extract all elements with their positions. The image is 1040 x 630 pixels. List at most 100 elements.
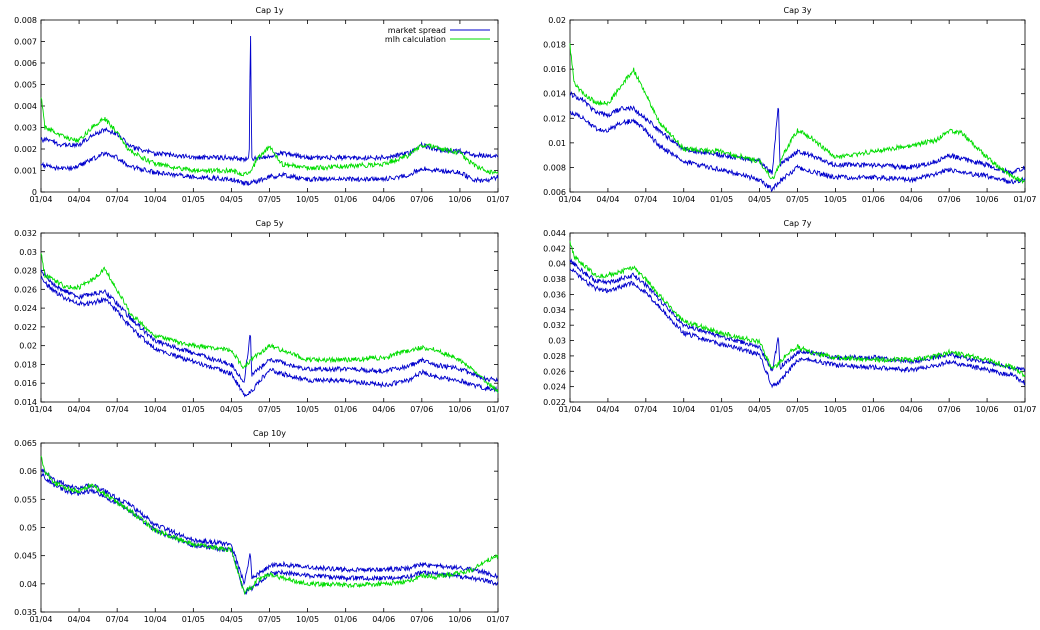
legend-label: mlh calculation bbox=[385, 35, 446, 44]
x-tick-label: 04/06 bbox=[900, 195, 923, 204]
x-tick-label: 07/06 bbox=[410, 195, 433, 204]
x-tick-label: 04/05 bbox=[748, 195, 771, 204]
y-tick-label: 0.04 bbox=[19, 580, 37, 589]
x-tick-label: 10/06 bbox=[448, 615, 471, 624]
y-tick-label: 0.035 bbox=[14, 608, 37, 617]
chart-panel-3: Cap 5y 0.014 0.016 0.018 0.02 0.022 0.024 0.026… bbox=[14, 219, 509, 414]
y-tick-label: 0.026 bbox=[14, 285, 37, 294]
x-tick-label: 07/04 bbox=[106, 615, 129, 624]
y-tick-label: 0.022 bbox=[14, 323, 37, 332]
x-tick-label: 01/05 bbox=[182, 405, 205, 414]
x-tick-label: 04/06 bbox=[372, 195, 395, 204]
y-tick-label: 0.042 bbox=[543, 244, 566, 253]
y-tick-label: 0.016 bbox=[543, 65, 566, 74]
chart-title: Cap 1y bbox=[256, 6, 284, 15]
x-tick-label: 01/04 bbox=[29, 195, 52, 204]
series-line-main bbox=[569, 43, 1026, 185]
series-line-main bbox=[40, 97, 499, 177]
y-tick-label: 0.02 bbox=[19, 342, 37, 351]
x-tick-label: 07/06 bbox=[410, 615, 433, 624]
x-tick-label: 10/05 bbox=[824, 405, 847, 414]
x-tick-label: 10/05 bbox=[296, 615, 319, 624]
x-tick-label: 01/07 bbox=[486, 405, 509, 414]
x-tick-label: 07/05 bbox=[786, 405, 809, 414]
x-tick-label: 07/05 bbox=[258, 615, 281, 624]
y-tick-label: 0.014 bbox=[14, 398, 37, 407]
series-line-lower bbox=[40, 151, 499, 187]
chart-title: Cap 7y bbox=[784, 219, 812, 228]
y-tick-label: 0.044 bbox=[543, 229, 566, 238]
y-tick-label: 0.006 bbox=[543, 188, 566, 197]
x-tick-label: 01/04 bbox=[29, 615, 52, 624]
y-tick-label: 0.006 bbox=[14, 59, 37, 68]
y-tick-label: 0.008 bbox=[543, 163, 566, 172]
y-tick-label: 0.018 bbox=[14, 360, 37, 369]
y-tick-label: 0.024 bbox=[543, 383, 566, 392]
x-tick-label: 04/04 bbox=[68, 195, 91, 204]
series-line-lower bbox=[569, 268, 1026, 389]
x-tick-label: 07/05 bbox=[786, 195, 809, 204]
y-tick-label: 0.028 bbox=[14, 267, 37, 276]
y-tick-label: 0.028 bbox=[543, 352, 566, 361]
chart-panel-4: Cap 7y 0.022 0.024 0.026 0.028 0.03 0.032 0.034… bbox=[543, 219, 1036, 414]
x-tick-label: 10/05 bbox=[296, 405, 319, 414]
chart-title: Cap 5y bbox=[256, 219, 284, 228]
y-tick-label: 0.03 bbox=[19, 248, 37, 257]
y-tick-label: 0.045 bbox=[14, 552, 37, 561]
y-tick-label: 0.018 bbox=[543, 41, 566, 50]
x-tick-label: 01/04 bbox=[558, 405, 581, 414]
x-tick-label: 04/05 bbox=[220, 405, 243, 414]
x-tick-label: 01/07 bbox=[486, 615, 509, 624]
legend-label: market spread bbox=[388, 26, 446, 35]
series-line-main bbox=[569, 240, 1026, 378]
y-tick-label: 0.026 bbox=[543, 367, 566, 376]
x-tick-label: 07/06 bbox=[938, 405, 961, 414]
x-tick-label: 01/06 bbox=[334, 615, 357, 624]
y-tick-label: 0.01 bbox=[548, 139, 566, 148]
y-tick-label: 0.022 bbox=[543, 398, 566, 407]
x-tick-label: 10/04 bbox=[672, 195, 695, 204]
y-tick-label: 0.003 bbox=[14, 124, 37, 133]
x-tick-label: 01/04 bbox=[558, 195, 581, 204]
x-tick-label: 10/04 bbox=[672, 405, 695, 414]
x-tick-label: 07/05 bbox=[258, 405, 281, 414]
x-tick-label: 04/05 bbox=[220, 615, 243, 624]
y-tick-label: 0.05 bbox=[19, 524, 37, 533]
series-line-lower bbox=[40, 275, 499, 398]
x-tick-label: 04/04 bbox=[596, 195, 619, 204]
x-tick-label: 04/05 bbox=[748, 405, 771, 414]
x-tick-label: 04/04 bbox=[68, 405, 91, 414]
x-tick-label: 04/06 bbox=[372, 405, 395, 414]
plot-frame bbox=[569, 232, 1026, 403]
y-tick-label: 0.032 bbox=[14, 229, 37, 238]
x-tick-label: 01/05 bbox=[710, 195, 733, 204]
x-tick-label: 04/04 bbox=[68, 615, 91, 624]
x-tick-label: 04/06 bbox=[900, 405, 923, 414]
y-tick-label: 0.014 bbox=[543, 90, 566, 99]
y-tick-label: 0.012 bbox=[543, 114, 566, 123]
series-line-upper bbox=[40, 35, 499, 163]
y-tick-label: 0.008 bbox=[14, 16, 37, 25]
y-tick-label: 0.038 bbox=[543, 275, 566, 284]
y-tick-label: 0.004 bbox=[14, 102, 37, 111]
x-tick-label: 07/06 bbox=[938, 195, 961, 204]
y-tick-label: 0.055 bbox=[14, 495, 37, 504]
y-tick-label: 0.005 bbox=[14, 81, 37, 90]
x-tick-label: 10/04 bbox=[144, 405, 167, 414]
x-tick-label: 01/07 bbox=[1013, 405, 1036, 414]
y-tick-label: 0.001 bbox=[14, 167, 37, 176]
x-tick-label: 07/04 bbox=[634, 195, 657, 204]
x-tick-label: 01/06 bbox=[862, 405, 885, 414]
x-tick-label: 01/07 bbox=[486, 195, 509, 204]
chart-title: Cap 3y bbox=[784, 6, 812, 15]
chart-panel-1: Cap 1y 0 0.001 0.002 0.003 0.004 0.005 0.006 0.0… bbox=[14, 6, 509, 204]
x-tick-label: 07/05 bbox=[258, 195, 281, 204]
x-tick-label: 04/06 bbox=[372, 615, 395, 624]
plot-frame bbox=[40, 442, 499, 613]
y-tick-label: 0.04 bbox=[548, 260, 566, 269]
series-line-main bbox=[40, 455, 499, 596]
y-tick-label: 0.007 bbox=[14, 38, 37, 47]
plot-frame bbox=[40, 19, 499, 193]
